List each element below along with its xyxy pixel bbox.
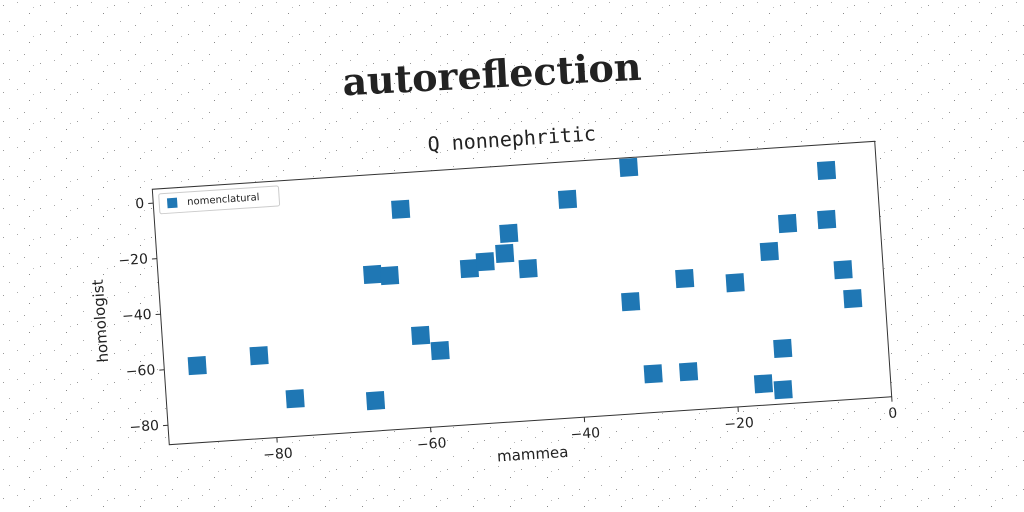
point (430, 341, 450, 361)
x-tick-label: −60 (416, 435, 447, 453)
point (619, 157, 639, 177)
point (725, 273, 745, 293)
point (411, 325, 431, 346)
point (777, 213, 798, 234)
point (773, 380, 793, 400)
point (643, 364, 663, 384)
y-tick-label: 0 (135, 196, 145, 213)
y-tick-label: −60 (125, 362, 156, 380)
y-tick-label: −80 (129, 418, 160, 436)
point (833, 260, 853, 280)
legend-label: nomenclatural (187, 192, 260, 208)
x-tick-label: 0 (888, 405, 898, 422)
point (380, 266, 400, 286)
point (843, 289, 863, 309)
point (495, 243, 515, 264)
point (459, 259, 480, 279)
legend-marker (166, 197, 178, 209)
y-tick-label: −40 (122, 307, 153, 325)
point (678, 362, 699, 382)
point (759, 241, 779, 262)
point (675, 268, 695, 289)
y-axis-label: homologist (89, 279, 112, 363)
point (475, 252, 495, 272)
x-tick-label: −80 (263, 446, 294, 464)
point (391, 199, 411, 219)
point (557, 189, 578, 209)
plot-area (152, 141, 892, 445)
point (285, 389, 305, 409)
point (365, 391, 386, 411)
point (773, 338, 793, 359)
legend-box (158, 185, 281, 215)
point (518, 259, 538, 279)
point (816, 160, 837, 181)
point (753, 374, 774, 394)
point (621, 292, 641, 312)
chart: Q nonnephritic mammea homologist −80−60−… (89, 121, 898, 466)
plot-frame (151, 140, 893, 446)
point (362, 264, 383, 285)
x-tick-label: −40 (570, 425, 601, 443)
x-axis-label: mammea (496, 443, 568, 466)
point (187, 356, 207, 376)
y-tick-label: −20 (118, 251, 149, 269)
point (499, 223, 519, 243)
point (817, 209, 837, 230)
point (249, 346, 269, 366)
x-tick-label: −20 (724, 415, 755, 433)
